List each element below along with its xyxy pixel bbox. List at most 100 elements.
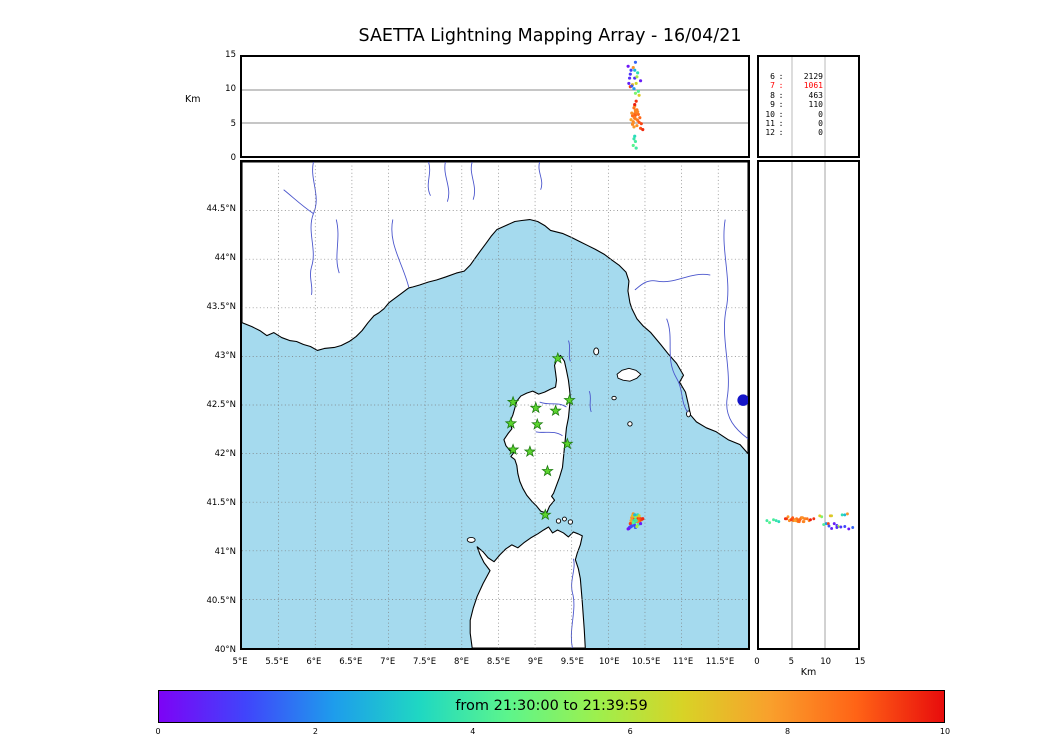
blue-dot-marker <box>737 394 748 406</box>
lightning-source-dot <box>843 513 847 517</box>
lat-tick-label: 42°N <box>214 449 236 459</box>
lightning-source-dot <box>629 118 633 122</box>
station-star-icon <box>523 445 537 457</box>
counts-rows: 6: 2129 7: 1061 8: 463 9: 110 10: 0 11: 0 12: 0 <box>763 72 823 138</box>
lightning-source-dot <box>851 525 855 529</box>
lightning-source-dot <box>633 91 638 95</box>
lightning-source-dot <box>638 116 642 120</box>
island-pianosa <box>611 395 617 401</box>
lightning-source-dot <box>840 513 844 517</box>
lightning-source-dot <box>839 525 843 529</box>
counts-grid <box>791 57 826 156</box>
station-star-icon <box>563 393 576 406</box>
count-value: 0 <box>818 119 823 129</box>
lightning-source-dot <box>633 60 638 64</box>
coastline-corsica <box>503 354 571 514</box>
lightning-source-dot <box>641 517 645 521</box>
lightning-source-dot <box>626 64 630 68</box>
altitude-tick-label: 0 <box>230 152 236 163</box>
lightning-source-dot <box>633 139 638 144</box>
lightning-source-dot <box>824 522 828 526</box>
lightning-source-dot <box>809 518 812 522</box>
lat-tick-label: 41.5°N <box>206 498 236 508</box>
count-colon: : <box>778 72 784 81</box>
lightning-source-dot <box>627 76 632 80</box>
lon-tick-label: 10°E <box>599 657 620 667</box>
lightning-source-dot <box>638 521 643 526</box>
lightning-source-dot <box>633 513 637 517</box>
count-bin: 10 <box>765 109 775 119</box>
count-bin: 6 <box>770 72 775 81</box>
count-colon: : <box>778 90 784 100</box>
station-star-icon <box>551 351 564 364</box>
station-star-icon <box>561 437 574 450</box>
lightning-source-dot <box>827 524 831 528</box>
rivers <box>283 162 748 648</box>
lightning-source-dot <box>774 519 778 523</box>
lightning-source-dot <box>634 146 638 150</box>
lightning-source-dot <box>632 125 636 129</box>
lon-tick-label: 10.5°E <box>631 657 661 667</box>
lon-tick-label: 11°E <box>672 657 694 667</box>
lightning-source-dot <box>635 124 639 128</box>
km-tick-label: 0 <box>754 657 760 667</box>
lat-tick-label: 44°N <box>214 253 236 263</box>
lat-tick-label: 40°N <box>214 645 236 655</box>
count-colon: : <box>778 128 784 138</box>
colorbar-label: from 21:30:00 to 21:39:59 <box>455 698 648 714</box>
station-star-icon <box>504 416 518 429</box>
river <box>335 219 340 274</box>
count-bin: 8 <box>770 90 775 100</box>
counts-row: 12: 0 <box>763 128 823 137</box>
lightning-source-dot <box>830 526 834 530</box>
count-value: 0 <box>818 128 823 138</box>
lightning-source-dot <box>847 527 851 531</box>
island-asinara <box>466 536 476 543</box>
lightning-source-dot <box>629 68 633 72</box>
lat-tick-label: 43°N <box>214 351 236 361</box>
counts-row: 6: 2129 <box>763 72 823 81</box>
lightning-source-dot <box>635 75 639 79</box>
lightning-source-dot <box>628 521 632 526</box>
lightning-source-dot <box>631 66 635 70</box>
lightning-source-dot <box>822 523 826 527</box>
lightning-source-dot <box>634 81 638 85</box>
lightning-source-dot <box>805 517 809 521</box>
lightning-source-dot <box>795 519 799 523</box>
km-tick-label: 10 <box>820 657 832 667</box>
lon-tick-label: 8°E <box>454 657 470 667</box>
lightning-source-dot <box>632 137 636 141</box>
count-bin: 7 <box>770 81 775 91</box>
lightning-source-dot <box>845 512 849 516</box>
count-value: 1061 <box>803 81 823 91</box>
lightning-source-dot <box>812 517 816 521</box>
island-capraia <box>593 347 600 356</box>
river <box>634 273 711 291</box>
km-tick-label: 15 <box>854 657 866 667</box>
colorbar-tick-label: 2 <box>312 727 318 736</box>
altitude-longitude-panel <box>240 55 750 158</box>
count-bin: 11 <box>765 119 775 129</box>
colorbar-tick-label: 6 <box>627 727 633 736</box>
river <box>535 431 563 437</box>
station-star-icon <box>506 395 520 408</box>
counts-row: 9: 110 <box>763 100 823 109</box>
counts-row: 8: 463 <box>763 91 823 100</box>
lightning-source-dot <box>626 527 630 531</box>
lightning-source-dot <box>634 99 638 103</box>
count-colon: : <box>778 81 784 91</box>
river <box>539 401 567 408</box>
lightning-source-dot <box>633 102 637 107</box>
lon-tick-label: 11.5°E <box>705 657 735 667</box>
station-star-icon <box>539 508 552 521</box>
lon-tick-label: 8.5°E <box>486 657 511 667</box>
lightning-source-dot <box>629 519 633 523</box>
coastline-mainland <box>242 162 748 455</box>
km-tick-label: 5 <box>788 657 795 667</box>
station-star-icon <box>529 401 543 414</box>
count-value: 2129 <box>803 72 823 81</box>
lightning-source-dot <box>765 519 769 523</box>
lightning-source-dot <box>789 518 793 522</box>
island-montecristo <box>627 421 633 427</box>
count-bin: 12 <box>765 128 775 138</box>
